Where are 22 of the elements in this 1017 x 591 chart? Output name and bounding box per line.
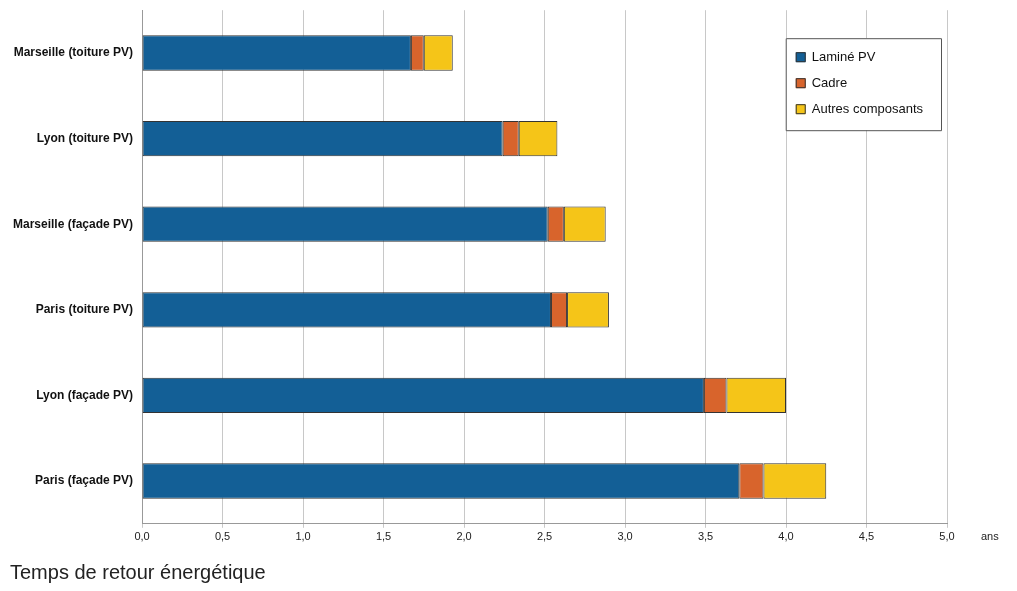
legend-label: Laminé PV [811, 48, 876, 64]
legend-label: Autres composants [811, 100, 924, 116]
x-tick-label: 0,5 [214, 530, 231, 543]
x-tick-label: 5,0 [939, 530, 955, 543]
y-tick-label: Paris (façade PV) [35, 473, 134, 488]
y-tick-label: Paris (toiture PV) [35, 302, 134, 317]
x-tick-label: 3,5 [697, 530, 714, 543]
x-tick-label: 4,5 [858, 530, 875, 543]
x-tick-label: 2,5 [536, 530, 553, 543]
y-tick-label: Lyon (façade PV) [36, 387, 134, 402]
x-tick-label: 3,0 [617, 530, 633, 543]
y-tick-label: Marseille (toiture PV) [13, 45, 134, 60]
x-tick-label: 1,5 [375, 530, 392, 543]
legend-label: Cadre [811, 74, 848, 90]
text: Temps de retour énergétique [10, 560, 266, 583]
x-tick-label: 4,0 [778, 530, 794, 543]
x-axis-title: ans [981, 530, 1000, 543]
y-tick-label: Marseille (façade PV) [12, 216, 134, 231]
y-tick-label: Lyon (toiture PV) [36, 130, 134, 145]
x-tick-label: 1,0 [295, 530, 311, 543]
x-tick-label: 0,0 [134, 530, 150, 543]
x-tick-label: 2,0 [456, 530, 472, 543]
